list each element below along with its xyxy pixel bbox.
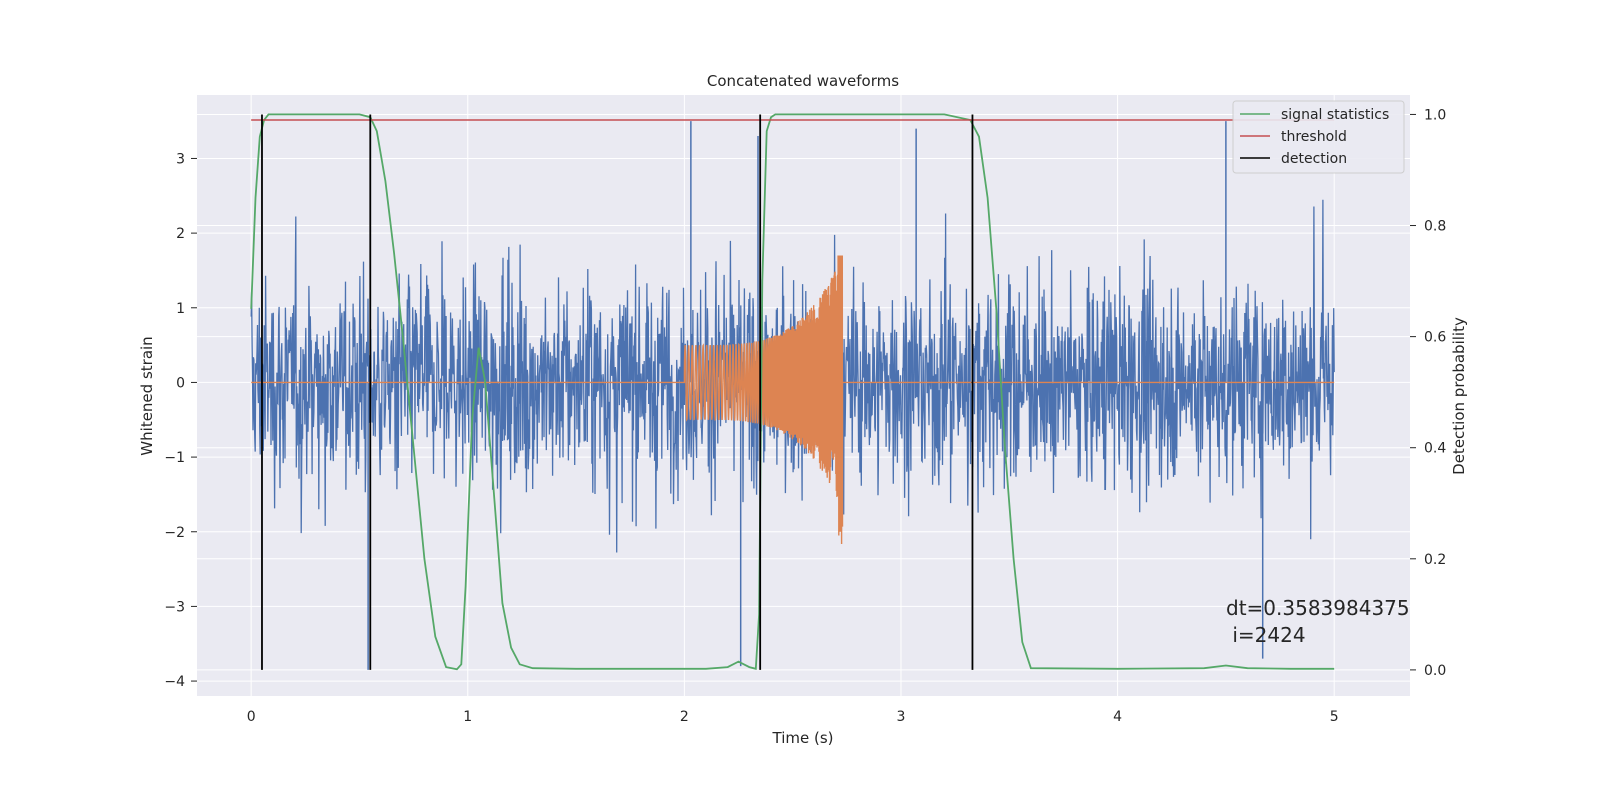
legend-label-threshold: threshold — [1281, 129, 1347, 145]
y2-tick-label: 1.0 — [1424, 107, 1446, 123]
signal-statistics-line — [250, 113, 1335, 671]
x-tick-label: 2 — [680, 709, 689, 725]
x-tick-label: 4 — [1113, 709, 1122, 725]
chirp-line — [251, 255, 1335, 545]
annotation-line: dt=0.3583984375 — [1226, 596, 1410, 620]
y2-tick-label: 0.8 — [1424, 219, 1446, 235]
legend-box — [1232, 100, 1405, 174]
chirp-series — [251, 255, 1335, 545]
x-axis-label: Time (s) — [772, 729, 834, 747]
signal-statistics-series — [250, 113, 1335, 671]
y-tick-label: −1 — [164, 450, 185, 466]
y-ticks: −4 −3 −2 −1 0 1 2 3 — [164, 151, 197, 690]
chart-title: Concatenated waveforms — [707, 72, 899, 90]
legend-label-signal-statistics: signal statistics — [1281, 107, 1389, 123]
y2-tick-label: 0.0 — [1424, 663, 1446, 679]
y2-tick-label: 0.6 — [1424, 330, 1446, 346]
annotation-line: i=2424 — [1226, 623, 1306, 647]
y2-axis-label: Detection probability — [1450, 317, 1468, 475]
y-tick-label: −3 — [164, 599, 185, 615]
y2-ticks: 0.0 0.2 0.4 0.6 0.8 1.0 — [1410, 107, 1446, 679]
x-tick-label: 0 — [247, 709, 256, 725]
y-tick-label: 3 — [176, 151, 185, 167]
y-tick-label: 0 — [176, 375, 185, 391]
y-tick-label: 1 — [176, 301, 185, 317]
y-tick-label: −2 — [164, 525, 185, 541]
x-tick-label: 5 — [1330, 709, 1339, 725]
annotation-dt: dt=0.3583984375 i=2424 — [1226, 596, 1410, 647]
detection-lines — [261, 114, 974, 670]
y-axis-label: Whitened strain — [138, 336, 156, 455]
x-tick-label: 1 — [463, 709, 472, 725]
y2-tick-label: 0.4 — [1424, 441, 1446, 457]
x-tick-label: 3 — [897, 709, 906, 725]
x-ticks: 0 1 2 3 4 5 — [247, 709, 1339, 725]
y-tick-label: 2 — [176, 226, 185, 242]
y2-tick-label: 0.2 — [1424, 552, 1446, 568]
legend: signal statistics threshold detection — [1232, 100, 1405, 174]
legend-label-detection: detection — [1281, 151, 1347, 167]
y-tick-label: −4 — [164, 674, 185, 690]
